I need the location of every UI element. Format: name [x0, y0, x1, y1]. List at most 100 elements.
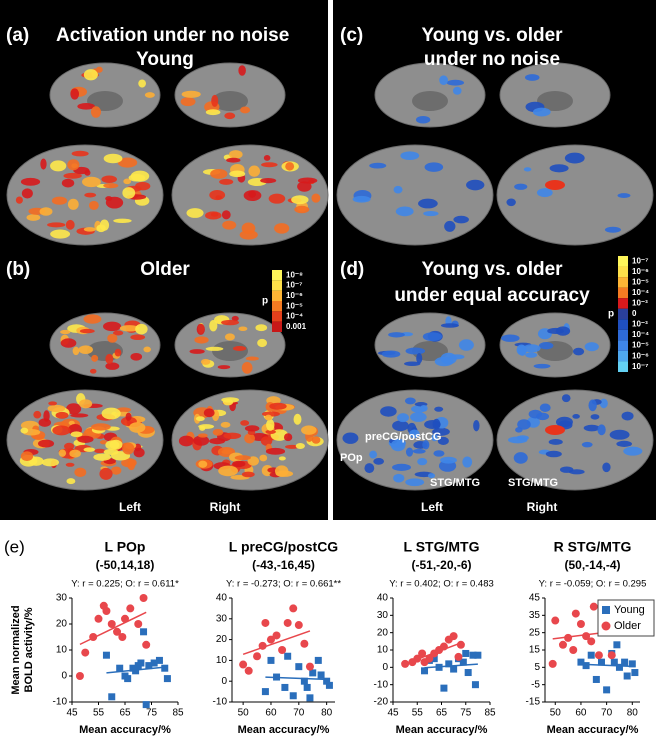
point — [137, 659, 145, 667]
activation-blob — [240, 420, 250, 426]
point — [124, 675, 132, 683]
activation-blob — [623, 446, 643, 456]
activation-blob — [264, 414, 273, 421]
colorbar-label: 10⁻⁸ — [286, 270, 303, 279]
colorbar-title: p — [262, 296, 268, 307]
point — [102, 607, 111, 615]
activation-blob — [259, 454, 268, 462]
activation-blob — [71, 150, 89, 157]
activation-blob — [82, 176, 101, 188]
activation-blob — [597, 424, 606, 436]
activation-blob — [83, 227, 96, 232]
point — [469, 651, 477, 659]
point — [139, 594, 148, 602]
point — [116, 664, 124, 672]
activation-blob — [178, 435, 194, 447]
activation-blob — [266, 419, 275, 431]
point — [261, 688, 269, 696]
activation-blob — [209, 189, 226, 201]
colorbar-label: 10⁻⁵ — [632, 341, 649, 350]
activation-blob — [444, 220, 456, 232]
point — [569, 646, 578, 654]
activation-blob — [427, 473, 436, 479]
activation-blob — [205, 346, 224, 351]
activation-blob — [205, 109, 221, 116]
point — [623, 672, 631, 680]
activation-blob — [68, 420, 75, 426]
point — [163, 675, 171, 683]
activation-blob — [583, 424, 600, 432]
activation-blob — [412, 448, 426, 454]
chart-annotation: Y: r = 0.402; O: r = 0.483 — [389, 579, 494, 590]
activation-blob — [232, 346, 247, 351]
activation-blob — [74, 467, 87, 478]
point — [145, 662, 153, 670]
panel-label: (c) — [340, 25, 363, 46]
activation-blob — [103, 448, 119, 456]
activation-blob — [72, 346, 80, 356]
activation-blob — [101, 175, 117, 183]
activation-blob — [186, 208, 204, 218]
activation-blob — [189, 349, 205, 354]
activation-blob — [373, 457, 385, 465]
point — [239, 660, 248, 669]
activation-blob — [143, 346, 151, 353]
brain-center — [212, 341, 248, 361]
point — [132, 667, 140, 675]
region-label: preCG/postCG — [365, 431, 441, 443]
colorbar-title: p — [608, 309, 614, 320]
point — [134, 620, 143, 628]
activation-blob — [91, 354, 99, 362]
activation-blob — [418, 198, 438, 209]
colorbar-cell — [272, 311, 282, 322]
activation-blob — [138, 79, 146, 88]
point — [456, 640, 465, 649]
x-axis-label: Mean accuracy/% — [79, 724, 171, 736]
activation-blob — [79, 399, 93, 409]
activation-blob — [295, 442, 305, 450]
point — [587, 637, 596, 646]
activation-blob — [602, 462, 611, 473]
hemisphere-label: Left — [119, 500, 141, 514]
activation-blob — [130, 334, 146, 341]
activation-blob — [229, 170, 246, 178]
point — [631, 669, 639, 677]
point — [142, 640, 151, 649]
colorbar-cell — [618, 308, 628, 320]
activation-blob — [88, 200, 99, 211]
activation-blob — [20, 451, 34, 462]
activation-blob — [60, 329, 71, 335]
activation-blob — [217, 365, 231, 370]
activation-blob — [517, 419, 531, 430]
point — [425, 654, 434, 663]
activation-blob — [89, 368, 97, 374]
y-tick-label: 30 — [377, 610, 389, 621]
point — [295, 663, 303, 671]
point — [440, 684, 448, 692]
activation-blob — [380, 406, 397, 417]
colorbar-label: 10⁻⁷ — [632, 256, 648, 265]
activation-blob — [117, 157, 138, 168]
y-tick-label: 45 — [529, 593, 541, 604]
colorbar-cell — [618, 329, 628, 341]
point — [323, 677, 331, 685]
point — [597, 658, 605, 666]
activation-blob — [90, 106, 102, 118]
activation-blob — [617, 193, 631, 198]
activation-blob — [223, 432, 242, 440]
point — [309, 669, 317, 677]
activation-blob — [77, 435, 94, 443]
activation-blob — [116, 407, 132, 413]
activation-blob — [423, 210, 439, 217]
activation-blob — [393, 185, 403, 194]
point — [305, 662, 314, 671]
point — [244, 666, 253, 675]
x-tick-label: 75 — [146, 708, 158, 719]
point — [261, 618, 270, 627]
activation-blob — [198, 460, 208, 468]
activation-blob — [107, 333, 118, 343]
activation-blob — [473, 420, 480, 432]
activation-blob — [234, 455, 251, 461]
activation-blob — [434, 356, 454, 367]
activation-blob — [110, 466, 122, 475]
